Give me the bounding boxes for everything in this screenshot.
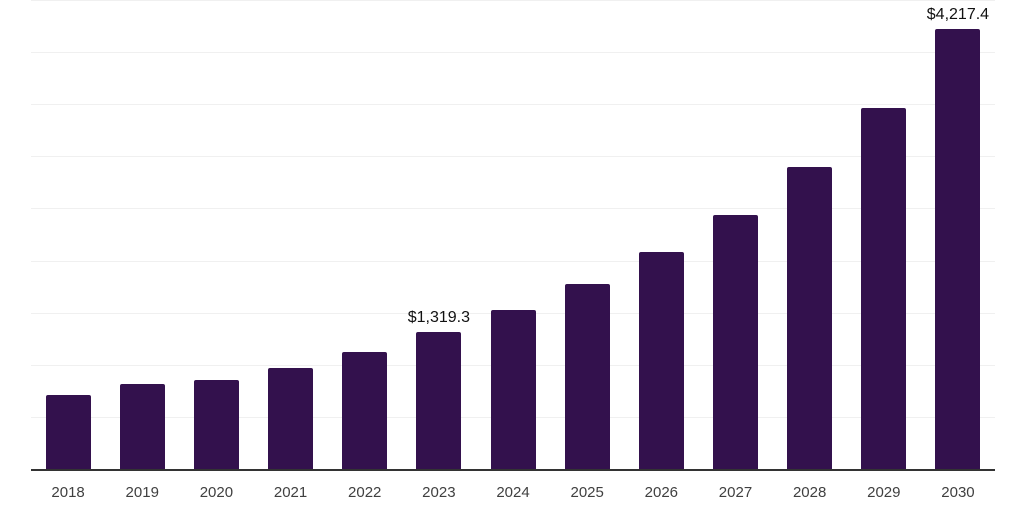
bar-2022: [342, 351, 388, 469]
data-label-2030: $4,217.4: [926, 6, 990, 24]
bar-2020: [193, 380, 239, 469]
data-label-2023: $1,319.3: [407, 308, 470, 326]
x-axis: 2018 2019 2020 2021 2022 2023 2024 2025 2026 2027…: [31, 485, 995, 500]
x-tick-2021: 2021: [273, 484, 308, 501]
gridline-3500: [31, 104, 995, 106]
bar-2030: [935, 29, 981, 469]
bar-2025: [564, 284, 610, 469]
bar-2028: [787, 166, 833, 469]
gridline-4000: [31, 52, 995, 54]
x-tick-2023: 2023: [422, 484, 456, 501]
x-tick-2030: 2030: [941, 484, 975, 501]
gridline-4500: [31, 0, 995, 1]
bar-2024: [490, 310, 536, 469]
x-tick-2024: 2024: [496, 484, 530, 501]
x-tick-2029: 2029: [867, 484, 901, 501]
x-tick-2026: 2026: [644, 484, 679, 501]
bar-2029: [861, 108, 907, 469]
bar-2023: [416, 331, 462, 469]
bar-2019: [119, 384, 165, 469]
bar-2027: [712, 215, 758, 469]
x-tick-2019: 2019: [125, 484, 159, 501]
x-tick-2020: 2020: [199, 484, 234, 501]
bar-2021: [268, 367, 314, 469]
bar-2018: [45, 395, 91, 469]
bar-2026: [638, 252, 684, 469]
gridline-3000: [31, 156, 995, 158]
x-tick-2022: 2022: [348, 484, 382, 501]
gridline-2500: [31, 208, 995, 210]
gridline-2000: [31, 260, 995, 262]
plot-area: $1,319.3 $4,217.4: [31, 0, 995, 471]
x-tick-2027: 2027: [718, 484, 753, 501]
x-tick-2018: 2018: [51, 484, 85, 501]
x-tick-2025: 2025: [570, 484, 604, 501]
x-tick-2028: 2028: [792, 484, 827, 501]
